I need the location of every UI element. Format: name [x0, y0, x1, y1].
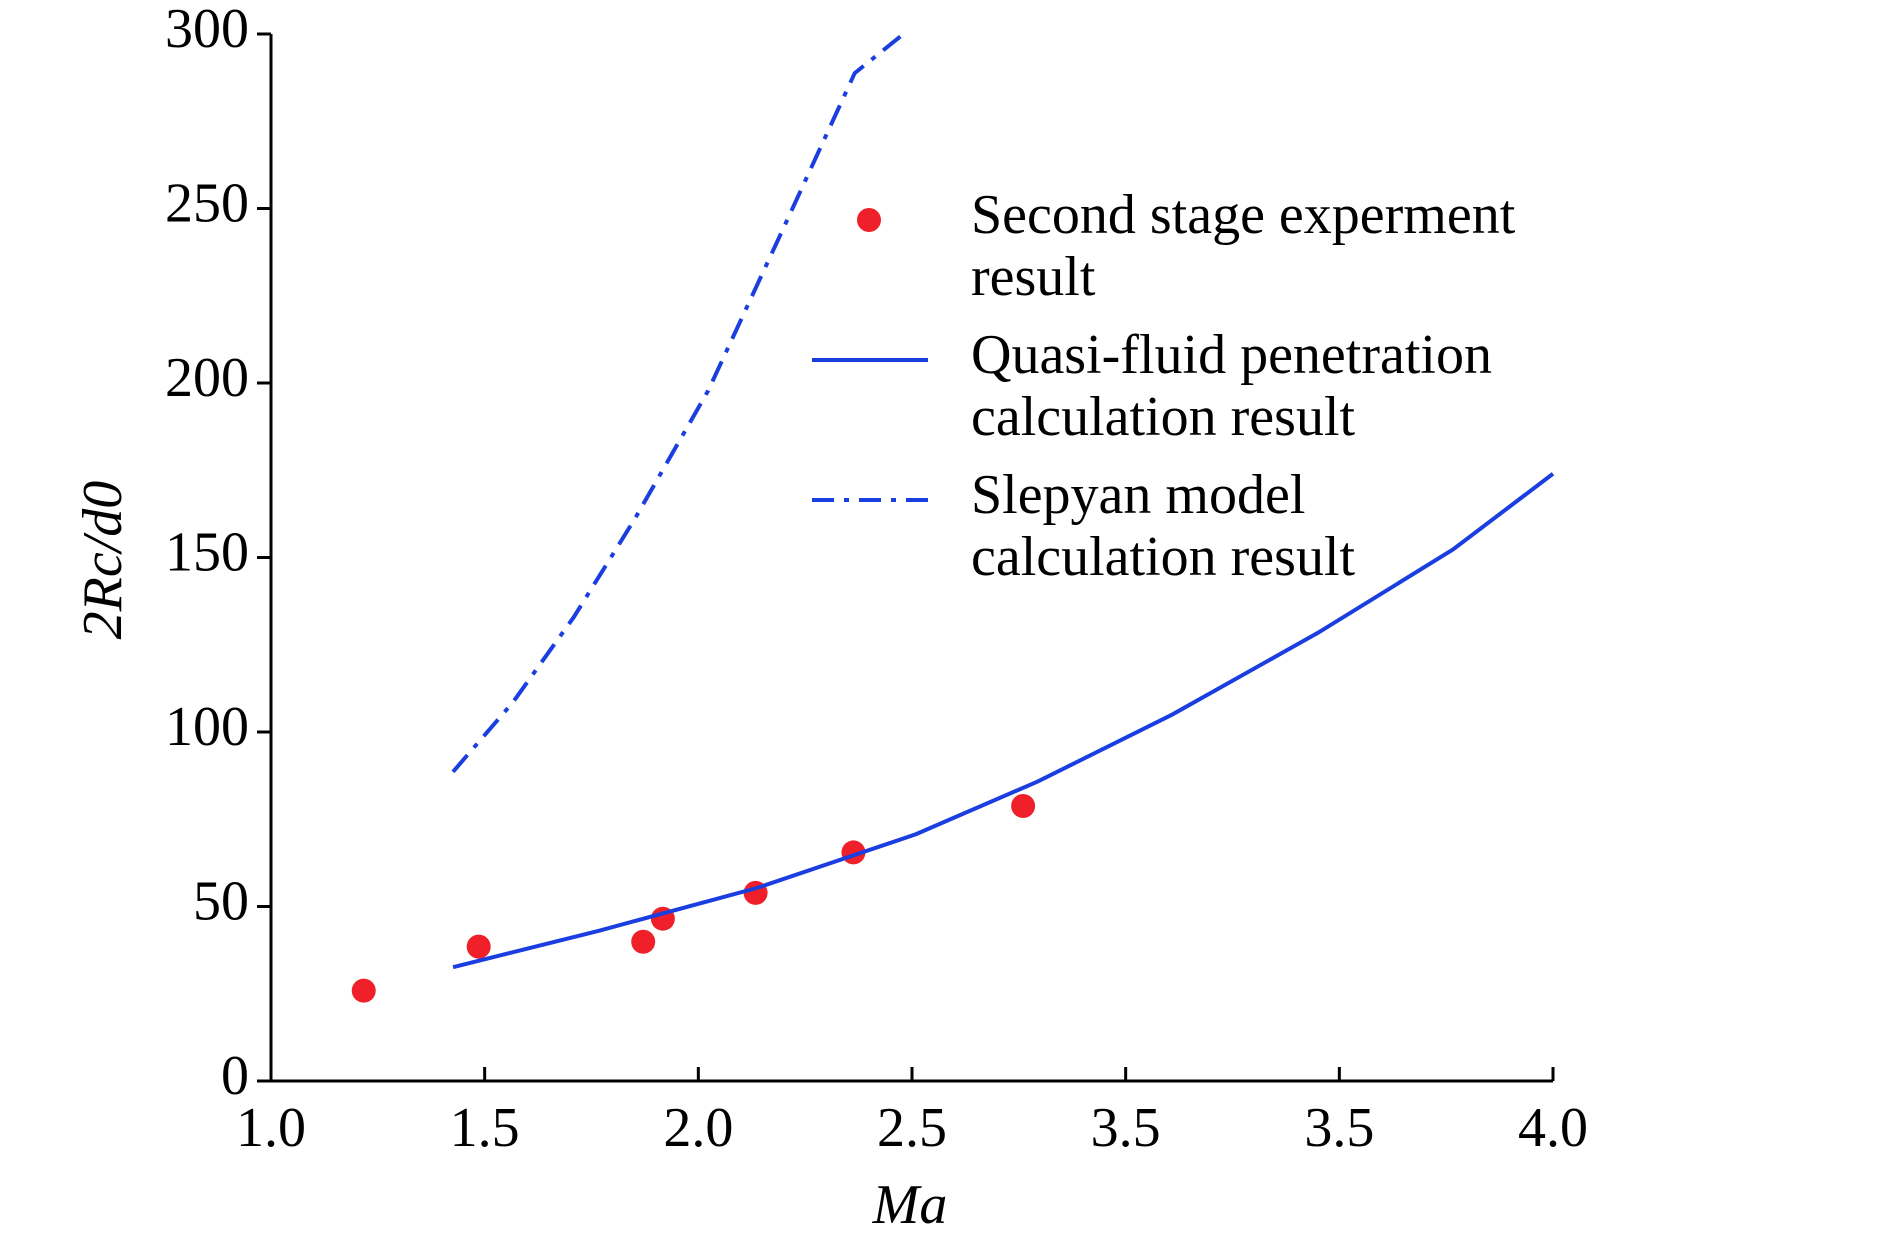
data-point — [466, 934, 491, 959]
y-tick-label: 150 — [165, 521, 249, 583]
data-point — [1011, 793, 1036, 818]
y-tick-label: 100 — [165, 696, 249, 758]
data-point — [351, 978, 376, 1003]
x-tick-label: 2.5 — [877, 1097, 947, 1159]
legend-label: Quasi-fluid penetration calculation resul… — [971, 324, 1492, 448]
x-axis-label: Ma — [872, 1174, 948, 1236]
y-axis-label: 2Rc/d0 — [72, 481, 134, 640]
x-tick-label: 1.5 — [450, 1097, 520, 1159]
legend-label: Slepyan model calculation result — [971, 464, 1356, 588]
x-tick-label: 1.0 — [236, 1097, 306, 1159]
x-tick-label: 3.5 — [1091, 1097, 1161, 1159]
legend-marker — [857, 208, 881, 232]
y-tick-label: 300 — [165, 0, 249, 60]
data-point — [631, 929, 656, 954]
series-line — [451, 32, 905, 774]
legend-label: Second stage experment result — [971, 184, 1516, 308]
y-tick-label: 50 — [193, 870, 249, 932]
y-tick-label: 250 — [165, 172, 249, 234]
y-tick-label: 200 — [165, 347, 249, 409]
x-tick-label: 4.0 — [1518, 1097, 1588, 1159]
x-tick-label: 2.0 — [663, 1097, 733, 1159]
x-tick-label: 3.5 — [1304, 1097, 1374, 1159]
y-tick-label: 0 — [221, 1045, 249, 1107]
series-line — [452, 472, 1555, 970]
